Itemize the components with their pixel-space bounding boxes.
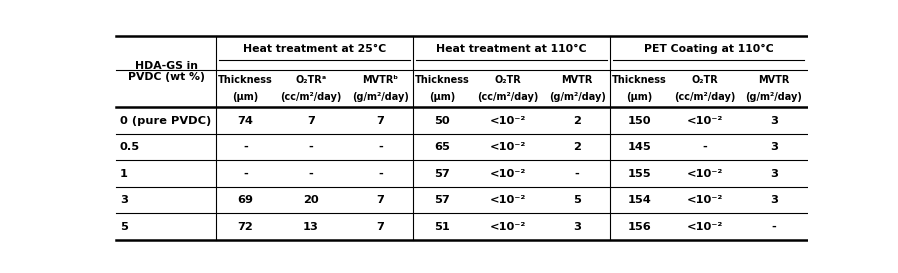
Text: O₂TR: O₂TR: [495, 75, 522, 85]
Text: Thickness: Thickness: [218, 75, 273, 85]
Text: 51: 51: [435, 222, 450, 232]
Text: 150: 150: [628, 115, 651, 126]
Text: PET Coating at 110°C: PET Coating at 110°C: [644, 44, 773, 54]
Text: MVTRᵇ: MVTRᵇ: [363, 75, 399, 85]
Text: 155: 155: [628, 168, 651, 179]
Text: -: -: [702, 142, 707, 152]
Text: 3: 3: [573, 222, 581, 232]
Text: <10⁻²: <10⁻²: [687, 195, 723, 205]
Text: 2: 2: [573, 142, 581, 152]
Text: (g/m²/day): (g/m²/day): [745, 92, 803, 102]
Text: 2: 2: [573, 115, 581, 126]
Text: -: -: [575, 168, 579, 179]
Text: -: -: [243, 142, 248, 152]
Text: Heat treatment at 25°C: Heat treatment at 25°C: [243, 44, 386, 54]
Text: 7: 7: [376, 195, 384, 205]
Text: 7: 7: [307, 115, 315, 126]
Text: 13: 13: [304, 222, 319, 232]
Text: 20: 20: [304, 195, 319, 205]
Text: 154: 154: [628, 195, 651, 205]
Text: 3: 3: [770, 142, 778, 152]
Text: O₂TR: O₂TR: [691, 75, 718, 85]
Text: 3: 3: [770, 168, 778, 179]
Text: (g/m²/day): (g/m²/day): [352, 92, 409, 102]
Text: <10⁻²: <10⁻²: [687, 168, 723, 179]
Text: -: -: [378, 168, 383, 179]
Text: 0 (pure PVDC): 0 (pure PVDC): [120, 115, 211, 126]
Text: -: -: [309, 142, 313, 152]
Text: 3: 3: [770, 115, 778, 126]
Text: Heat treatment at 110°C: Heat treatment at 110°C: [436, 44, 587, 54]
Text: -: -: [243, 168, 248, 179]
Text: 3: 3: [770, 195, 778, 205]
Text: (μm): (μm): [429, 92, 455, 102]
Text: (cc/m²/day): (cc/m²/day): [477, 92, 539, 102]
Text: (μm): (μm): [233, 92, 259, 102]
Text: <10⁻²: <10⁻²: [489, 142, 526, 152]
Text: <10⁻²: <10⁻²: [489, 115, 526, 126]
Text: MVTR: MVTR: [561, 75, 593, 85]
Text: <10⁻²: <10⁻²: [687, 222, 723, 232]
Text: 72: 72: [238, 222, 253, 232]
Text: (cc/m²/day): (cc/m²/day): [674, 92, 735, 102]
Text: 57: 57: [435, 168, 450, 179]
Text: 74: 74: [238, 115, 253, 126]
Text: HDA-GS in
PVDC (wt %): HDA-GS in PVDC (wt %): [128, 61, 205, 82]
Text: Thickness: Thickness: [415, 75, 470, 85]
Text: 145: 145: [628, 142, 651, 152]
Text: O₂TRᵃ: O₂TRᵃ: [295, 75, 327, 85]
Text: 57: 57: [435, 195, 450, 205]
Text: MVTR: MVTR: [758, 75, 789, 85]
Text: -: -: [771, 222, 777, 232]
Text: 156: 156: [628, 222, 651, 232]
Text: 3: 3: [120, 195, 128, 205]
Text: 5: 5: [120, 222, 128, 232]
Text: 7: 7: [376, 115, 384, 126]
Text: (μm): (μm): [626, 92, 652, 102]
Text: <10⁻²: <10⁻²: [489, 168, 526, 179]
Text: <10⁻²: <10⁻²: [687, 115, 723, 126]
Text: 0.5: 0.5: [120, 142, 140, 152]
Text: 65: 65: [435, 142, 450, 152]
Text: -: -: [378, 142, 383, 152]
Text: -: -: [309, 168, 313, 179]
Text: 1: 1: [120, 168, 128, 179]
Text: (g/m²/day): (g/m²/day): [549, 92, 605, 102]
Text: 5: 5: [573, 195, 581, 205]
Text: 69: 69: [237, 195, 253, 205]
Text: 7: 7: [376, 222, 384, 232]
Text: Thickness: Thickness: [612, 75, 666, 85]
Text: <10⁻²: <10⁻²: [489, 222, 526, 232]
Text: <10⁻²: <10⁻²: [489, 195, 526, 205]
Text: (cc/m²/day): (cc/m²/day): [280, 92, 342, 102]
Text: 50: 50: [435, 115, 450, 126]
